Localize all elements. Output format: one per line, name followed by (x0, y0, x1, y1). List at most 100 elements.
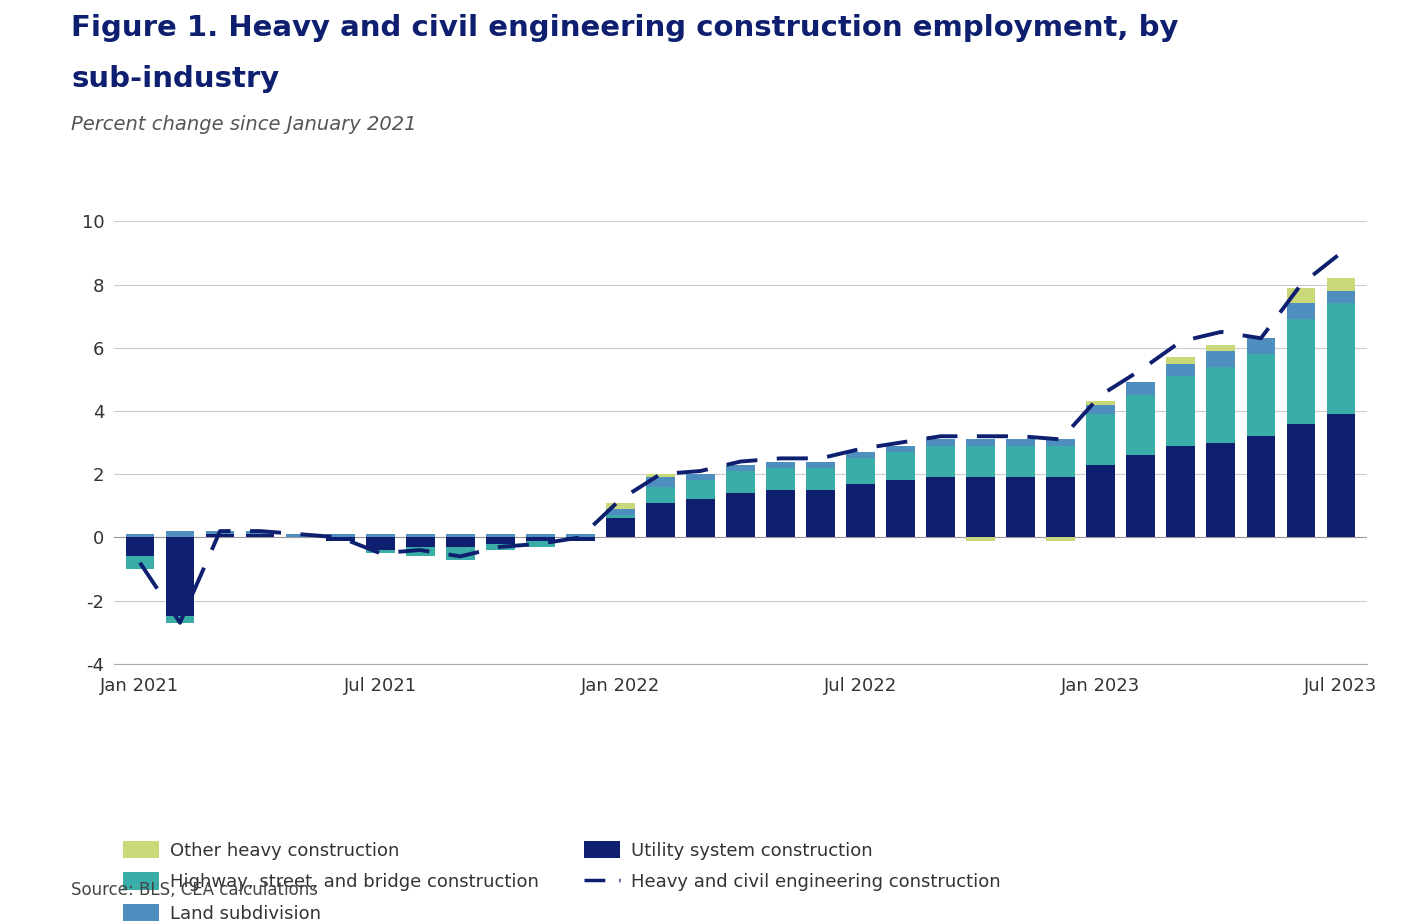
Bar (205, 534, 235, 538)
Bar (806, 490, 834, 538)
Bar (766, 467, 795, 490)
Bar (446, 547, 474, 560)
Bar (1087, 405, 1115, 414)
Bar (926, 445, 956, 478)
Bar (486, 544, 514, 550)
Bar (565, 534, 595, 538)
Bar (1246, 338, 1276, 354)
Bar (1047, 445, 1075, 478)
Bar (125, 538, 154, 556)
Bar (366, 550, 394, 553)
Bar (967, 440, 995, 445)
Bar (686, 480, 715, 500)
Bar (846, 452, 874, 458)
Bar (1007, 445, 1035, 478)
Bar (366, 534, 394, 538)
Bar (406, 538, 434, 547)
Bar (846, 484, 874, 538)
Bar (165, 531, 195, 538)
Bar (646, 474, 675, 478)
Bar (446, 538, 474, 547)
Bar (1246, 354, 1276, 436)
Text: Source: BLS, CEA calculations: Source: BLS, CEA calculations (71, 881, 318, 899)
Bar (1206, 345, 1236, 351)
Bar (607, 515, 635, 518)
Bar (1047, 440, 1075, 445)
Bar (1126, 383, 1155, 396)
Bar (165, 538, 195, 617)
Bar (1206, 367, 1236, 443)
Bar (1206, 443, 1236, 538)
Bar (806, 462, 834, 467)
Bar (646, 502, 675, 538)
Bar (486, 538, 514, 544)
Text: Figure 1. Heavy and civil engineering construction employment, by: Figure 1. Heavy and civil engineering co… (71, 14, 1179, 41)
Bar (1327, 414, 1356, 538)
Bar (525, 538, 555, 540)
Bar (125, 556, 154, 569)
Bar (846, 458, 874, 484)
Bar (1047, 478, 1075, 538)
Bar (406, 547, 434, 556)
Bar (967, 478, 995, 538)
Bar (886, 445, 916, 452)
Bar (525, 540, 555, 547)
Bar (1286, 423, 1316, 538)
Bar (245, 531, 275, 534)
Bar (1327, 290, 1356, 303)
Bar (607, 518, 635, 538)
Bar (1087, 414, 1115, 465)
Bar (1286, 288, 1316, 303)
Bar (646, 487, 675, 502)
Bar (766, 462, 795, 467)
Bar (726, 493, 755, 538)
Bar (646, 478, 675, 487)
Bar (926, 478, 956, 538)
Bar (1007, 440, 1035, 445)
Bar (1087, 401, 1115, 405)
Bar (1286, 303, 1316, 319)
Text: Percent change since January 2021: Percent change since January 2021 (71, 115, 417, 135)
Bar (1286, 319, 1316, 423)
Bar (766, 490, 795, 538)
Bar (1327, 303, 1356, 414)
Bar (607, 502, 635, 509)
Bar (806, 467, 834, 490)
Bar (1206, 351, 1236, 367)
Bar (205, 531, 235, 534)
Bar (286, 534, 315, 538)
Bar (1166, 363, 1195, 376)
Bar (967, 445, 995, 478)
Bar (565, 538, 595, 540)
Bar (1126, 455, 1155, 538)
Bar (926, 440, 956, 445)
Bar (967, 538, 995, 540)
Bar (686, 474, 715, 480)
Bar (1166, 376, 1195, 445)
Bar (726, 465, 755, 471)
Bar (125, 534, 154, 538)
Bar (1166, 445, 1195, 538)
Bar (1327, 278, 1356, 290)
Legend: Other heavy construction, Highway, street, and bridge construction, Land subdivi: Other heavy construction, Highway, stree… (122, 841, 1001, 922)
Bar (686, 500, 715, 538)
Bar (525, 534, 555, 538)
Bar (1246, 436, 1276, 538)
Bar (886, 452, 916, 480)
Bar (1007, 478, 1035, 538)
Bar (607, 509, 635, 515)
Bar (1047, 538, 1075, 540)
Bar (366, 538, 394, 550)
Bar (1087, 465, 1115, 538)
Bar (446, 534, 474, 538)
Bar (1166, 357, 1195, 363)
Bar (326, 534, 355, 538)
Bar (165, 617, 195, 622)
Text: sub-industry: sub-industry (71, 65, 279, 92)
Bar (1126, 396, 1155, 455)
Bar (886, 480, 916, 538)
Bar (726, 471, 755, 493)
Bar (245, 534, 275, 538)
Bar (486, 534, 514, 538)
Bar (406, 534, 434, 538)
